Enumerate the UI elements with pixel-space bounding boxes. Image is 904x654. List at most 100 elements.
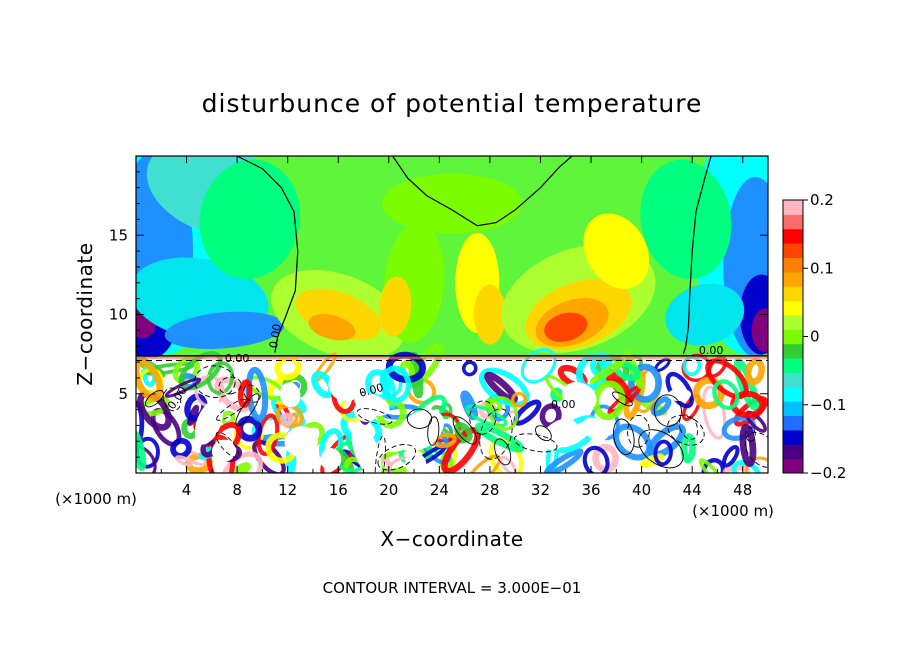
white-patch (320, 448, 342, 471)
turbulence-stroke (461, 360, 478, 377)
white-patch (211, 439, 237, 462)
turbulence-stroke (712, 379, 740, 410)
lower-contour (494, 438, 512, 466)
lower-contour (513, 433, 558, 453)
colorbar-swatch (783, 415, 803, 431)
turbulence-stroke (279, 412, 294, 427)
plot-area: 0.00 0.000.000.000.000.00 (136, 156, 768, 473)
colorbar-tick-label: −0.2 (810, 464, 846, 482)
turbulence-stroke (474, 422, 525, 453)
lower-contour (653, 394, 682, 427)
turbulence-stroke (653, 439, 673, 467)
turbulence-stroke (488, 396, 519, 431)
field-blob (378, 276, 412, 337)
lower-contour (535, 425, 552, 442)
field-blob (473, 284, 506, 345)
white-patch (562, 381, 597, 412)
y-axis-ticks: 5 10 15 (109, 171, 768, 458)
colorbar-swatch (783, 286, 803, 302)
lower-contour (613, 418, 635, 455)
turbulence-stroke (236, 415, 263, 442)
turbulence-stroke (311, 370, 335, 399)
turbulence-stroke (639, 453, 665, 468)
chart-title: disturbunce of potential temperature (202, 89, 703, 118)
colorbar-swatch (783, 300, 803, 316)
colorbar: −0.2 −0.1 0 0.1 0.2 (782, 191, 846, 482)
lower-contour (377, 444, 417, 471)
x-tick-label: 16 (329, 481, 348, 499)
turbulence-stroke (441, 427, 481, 473)
contour-label: 0.00 (358, 381, 385, 400)
lower-contour (356, 408, 393, 425)
x-tick-label: 40 (632, 481, 651, 499)
colorbar-swatch (783, 329, 803, 345)
x-tick-label: 28 (480, 481, 499, 499)
contour-label: 0.00 (267, 323, 284, 349)
lower-contour (243, 384, 261, 403)
turbulence-stroke (380, 365, 412, 404)
lower-contour (374, 435, 386, 473)
x-tick-label: 20 (379, 481, 398, 499)
lower-contour (469, 400, 497, 435)
x-tick-label: 8 (232, 481, 242, 499)
colorbar-swatch (783, 243, 803, 258)
x-tick-label: 4 (182, 481, 192, 499)
contour-interval-note: CONTOUR INTERVAL = 3.000E−01 (323, 579, 582, 597)
white-patch (328, 366, 364, 402)
colorbar-swatch (783, 401, 803, 417)
turbulence-stroke (432, 432, 457, 449)
colorbar-tick-label: 0.2 (810, 191, 834, 209)
colorbar-swatch (783, 444, 803, 460)
colorbar-tick-label: 0.1 (810, 259, 834, 277)
lower-contour (218, 376, 242, 395)
lower-contour (638, 429, 684, 469)
turbulence-stroke (136, 429, 147, 471)
colorbar-swatch (783, 214, 803, 230)
turbulence-stroke (511, 391, 528, 408)
zero-contour-line (392, 156, 573, 227)
white-patch (279, 382, 301, 408)
interface-band (136, 355, 768, 360)
white-patch (351, 422, 382, 473)
field-blob (382, 173, 522, 234)
field-blob (164, 311, 285, 350)
zero-contour-line (682, 156, 712, 355)
colorbar-swatch (783, 314, 803, 330)
white-patch (194, 400, 223, 445)
x-tick-label: 48 (733, 481, 752, 499)
turbulence-stroke (744, 456, 768, 473)
colorbar-swatch (783, 228, 803, 244)
field-blob (583, 213, 650, 289)
turbulence-stroke (589, 358, 626, 385)
turbulence-stroke (175, 455, 194, 467)
colorbar-tick-label: 0 (810, 328, 820, 346)
x-unit-label-left: (×1000 m) (55, 490, 137, 508)
turbulence-stroke (170, 437, 192, 459)
turbulence-stroke (582, 445, 610, 473)
y-axis-label: Z−coordinate (73, 242, 97, 385)
turbulence-stroke (164, 377, 202, 398)
y-tick-label: 10 (109, 306, 128, 324)
lower-contour (235, 393, 260, 426)
lower-contour (745, 426, 756, 442)
turbulence-stroke (539, 403, 562, 428)
turbulence-stroke (136, 444, 157, 473)
field-blob (544, 312, 588, 342)
colorbar-tick-label: −0.1 (810, 396, 846, 414)
y-tick-label: 5 (118, 385, 128, 403)
turbulence-stroke (739, 423, 757, 467)
lower-contour (194, 365, 236, 398)
lower-contour (427, 416, 440, 446)
lower-contour (216, 398, 247, 421)
lower-contour (452, 416, 478, 445)
x-tick-label: 44 (683, 481, 702, 499)
x-unit-label-right: (×1000 m) (692, 502, 774, 520)
lower-contour (406, 408, 433, 429)
contour-label: 0.00 (225, 352, 250, 365)
colorbar-swatch (783, 358, 803, 373)
upper-field-blobs (136, 156, 768, 360)
colorbar-swatch (783, 257, 803, 273)
lower-contour (612, 391, 633, 407)
y-tick-label: 15 (109, 226, 128, 244)
turbulence-stroke (744, 357, 765, 386)
